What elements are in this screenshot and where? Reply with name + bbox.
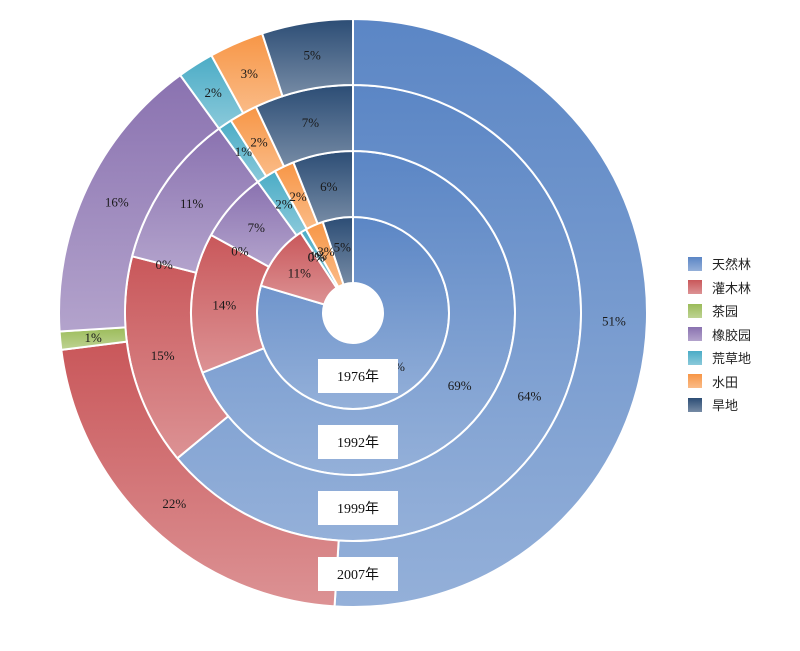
chart-percent-labels: 78%11%0%0%1%3%5%69%14%0%7%2%2%6%64%15%0%… [84,48,625,511]
pct-label-ring4-cat3: 16% [105,194,129,209]
legend-item-3: 橡胶园 [688,323,751,347]
legend-label-3: 橡胶园 [712,328,752,344]
pct-label-ring3-cat0: 64% [518,389,542,404]
legend-swatch-4 [688,350,702,365]
legend-item-1: 灌木林 [688,276,751,300]
legend: 天然林灌木林茶园橡胶园荒草地水田旱地 [688,252,751,417]
pct-label-ring2-cat0: 69% [448,378,472,393]
pct-label-ring4-cat0: 51% [602,314,626,329]
legend-label-4: 荒草地 [712,352,752,368]
pct-label-ring2-cat3: 7% [248,220,266,235]
legend-swatch-3 [688,327,702,342]
legend-swatch-1 [688,280,702,295]
ring-label-4: 2007年 [337,567,379,583]
pct-label-ring1-cat2: 0% [308,249,326,264]
legend-label-6: 旱地 [712,399,739,415]
pct-label-ring3-cat6: 7% [302,115,320,130]
pct-label-ring2-cat5: 2% [289,189,307,204]
pct-label-ring1-cat3: 0% [308,249,326,264]
legend-item-6: 旱地 [688,393,751,417]
pct-label-ring3-cat5: 2% [250,135,268,150]
ring-label-box-2 [318,425,398,459]
pct-label-ring4-cat4: 2% [204,85,222,100]
arc-ring4-cat0 [333,17,648,608]
pct-label-ring4-cat6: 5% [303,48,321,63]
pct-label-ring2-cat6: 6% [320,179,338,194]
pct-label-ring2-cat2: 0% [231,243,249,258]
ring-label-box-1 [318,359,398,393]
legend-item-5: 水田 [688,370,751,394]
ring-label-1: 1976年 [337,369,379,385]
legend-swatch-2 [688,303,702,318]
chart-arcs [58,17,648,608]
legend-item-0: 天然林 [688,252,751,276]
pct-label-ring2-cat1: 14% [212,297,236,312]
pct-label-ring4-cat1: 22% [162,496,186,511]
pct-label-ring4-cat5: 3% [241,66,259,81]
pct-label-ring1-cat5: 3% [317,244,335,259]
pct-label-ring3-cat2: 0% [155,257,173,272]
pct-label-ring1-cat1: 11% [288,265,312,280]
pct-label-ring4-cat2: 1% [84,330,102,345]
legend-swatch-5 [688,374,702,389]
pct-label-ring3-cat4: 1% [235,144,253,159]
pct-label-ring1-cat4: 1% [310,248,328,263]
pct-label-ring3-cat3: 11% [180,196,204,211]
legend-swatch-0 [688,256,702,271]
ring-label-box-3 [318,491,398,525]
chart-ring-labels: 1976年 1992年 1999年 2007年 [318,359,398,591]
pct-label-ring2-cat4: 2% [275,197,293,212]
legend-label-5: 水田 [712,375,739,391]
legend-swatch-6 [688,397,702,412]
legend-label-0: 天然林 [712,258,752,274]
pct-label-ring3-cat1: 15% [151,348,175,363]
legend-item-2: 茶园 [688,299,751,323]
ring-label-box-4 [318,557,398,591]
ring-label-2: 1992年 [337,435,379,451]
legend-label-1: 灌木林 [712,281,752,297]
pct-label-ring1-cat6: 5% [334,239,352,254]
arc-ring4-cat6 [260,17,354,98]
legend-label-2: 茶园 [712,305,739,321]
ring-label-3: 1999年 [337,501,379,517]
legend-item-4: 荒草地 [688,346,751,370]
